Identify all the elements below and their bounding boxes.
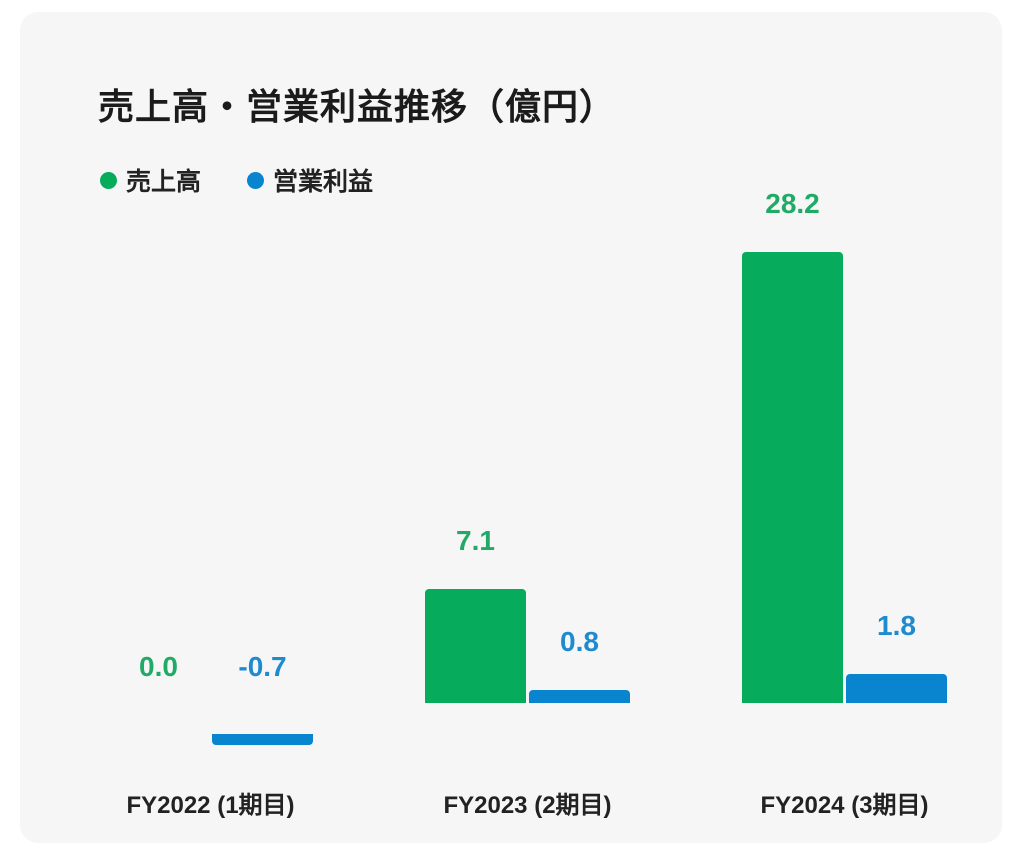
chart-plot-area: 0.0 -0.7 FY2022 (1期目) 7.1 0.8 FY2023 (2期目) 28.… xyxy=(20,12,1002,843)
legend-dot-operating-profit xyxy=(247,171,265,189)
bar-revenue-fy2024 xyxy=(742,252,843,703)
value-label-revenue-fy2023: 7.1 xyxy=(456,525,495,556)
bar-operating-profit-fy2023 xyxy=(529,690,630,703)
legend-dot-revenue xyxy=(100,171,117,189)
legend-item-operating-profit: 営業利益 xyxy=(247,162,373,198)
category-label-fy2024: FY2024 (3期目) xyxy=(760,792,929,819)
value-label-revenue-fy2022: 0.0 xyxy=(139,651,178,682)
bar-operating-profit-fy2024 xyxy=(846,674,947,703)
category-label-fy2023: FY2023 (2期目) xyxy=(443,792,612,819)
value-label-operating-profit-fy2024: 1.8 xyxy=(877,610,916,641)
value-label-operating-profit-fy2023: 0.8 xyxy=(560,626,599,657)
chart-legend: 売上高 営業利益 xyxy=(100,162,373,198)
legend-label-operating-profit: 営業利益 xyxy=(273,168,374,196)
value-label-operating-profit-fy2022: -0.7 xyxy=(238,651,287,682)
chart-title: 売上高・営業利益推移（億円） xyxy=(98,86,617,127)
value-label-revenue-fy2024: 28.2 xyxy=(765,188,820,219)
category-label-fy2022: FY2022 (1期目) xyxy=(126,792,295,819)
legend-item-revenue: 売上高 xyxy=(100,162,201,198)
bar-operating-profit-fy2022 xyxy=(212,734,313,745)
chart-card: 売上高・営業利益推移（億円） 売上高 営業利益 0.0 -0.7 FY2022 (1期… xyxy=(20,12,1002,843)
legend-label-revenue: 売上高 xyxy=(126,168,202,196)
bar-revenue-fy2023 xyxy=(425,589,526,703)
